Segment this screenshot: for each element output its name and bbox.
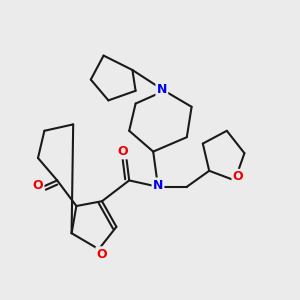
Text: N: N xyxy=(153,179,163,192)
Text: O: O xyxy=(233,170,243,183)
Text: O: O xyxy=(118,145,128,158)
Text: N: N xyxy=(157,83,167,96)
Text: O: O xyxy=(33,179,43,192)
Text: O: O xyxy=(97,248,107,260)
